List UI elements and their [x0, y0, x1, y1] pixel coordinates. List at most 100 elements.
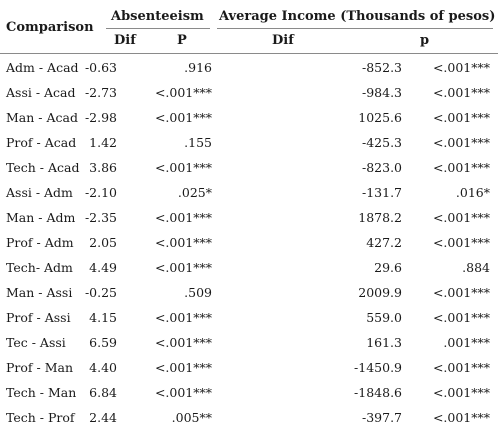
absenteeism-p-cell: .509	[184, 285, 212, 300]
absenteeism-p-cell: <.001***	[154, 335, 212, 350]
income-p-cell: <.001***	[432, 160, 490, 175]
header-absenteeism: Absenteeism	[111, 9, 204, 24]
table-row: Assi - Acad -2.73 <.001*** -984.3 <.001***	[0, 81, 498, 105]
absenteeism-dif-cell: -2.35	[84, 210, 117, 225]
absenteeism-dif-cell: 2.05	[89, 235, 117, 250]
income-dif-cell: -852.3	[361, 60, 402, 75]
income-dif-cell: -131.7	[361, 185, 402, 200]
income-dif-cell: 2009.9	[358, 285, 402, 300]
absenteeism-p-cell: <.001***	[154, 385, 212, 400]
comparison-cell: Prof - Man	[6, 360, 74, 375]
income-group-rule	[217, 28, 493, 29]
comparison-cell: Tec - Assi	[6, 335, 66, 350]
income-p-cell: .016*	[455, 185, 490, 200]
income-dif-cell: -984.3	[361, 85, 402, 100]
comparison-cell: Assi - Acad	[6, 85, 76, 100]
absenteeism-p-cell: <.001***	[154, 210, 212, 225]
income-p-cell: <.001***	[432, 285, 490, 300]
absenteeism-dif-cell: -2.98	[84, 110, 117, 125]
income-dif-cell: 559.0	[366, 310, 402, 325]
header-comparison: Comparison	[6, 20, 94, 35]
table-row: Tech - Acad 3.86 <.001*** -823.0 <.001***	[0, 156, 498, 180]
absenteeism-p-cell: .916	[184, 60, 212, 75]
income-dif-cell: -1848.6	[354, 385, 402, 400]
absenteeism-dif-cell: 3.86	[89, 160, 117, 175]
table-row: Tech - Prof 2.44 .005** -397.7 <.001***	[0, 406, 498, 430]
income-dif-cell: -397.7	[361, 410, 402, 425]
absenteeism-p-cell: <.001***	[154, 85, 212, 100]
table-row: Prof - Acad 1.42 .155 -425.3 <.001***	[0, 131, 498, 155]
income-dif-cell: -823.0	[361, 160, 402, 175]
income-p-cell: <.001***	[432, 135, 490, 150]
absenteeism-dif-cell: -2.10	[84, 185, 117, 200]
income-p-cell: <.001***	[432, 310, 490, 325]
absenteeism-dif-cell: 4.15	[89, 310, 117, 325]
comparison-cell: Adm - Acad	[6, 60, 79, 75]
comparison-cell: Tech- Adm	[6, 260, 73, 275]
absenteeism-group-rule	[106, 28, 210, 29]
table-row: Prof - Adm 2.05 <.001*** 427.2 <.001***	[0, 231, 498, 255]
comparison-cell: Tech - Acad	[6, 160, 80, 175]
absenteeism-dif-cell: -0.25	[84, 285, 117, 300]
income-p-cell: <.001***	[432, 210, 490, 225]
comparison-cell: Prof - Acad	[6, 135, 77, 150]
header-absenteeism-p: P	[177, 33, 187, 48]
income-dif-cell: 1878.2	[358, 210, 402, 225]
table-row: Assi - Adm -2.10 .025* -131.7 .016*	[0, 181, 498, 205]
table-row: Prof - Man 4.40 <.001*** -1450.9 <.001***	[0, 356, 498, 380]
absenteeism-p-cell: .005**	[171, 410, 212, 425]
income-dif-cell: 29.6	[374, 260, 402, 275]
absenteeism-dif-cell: -2.73	[84, 85, 117, 100]
income-dif-cell: 427.2	[366, 235, 402, 250]
income-p-cell: <.001***	[432, 110, 490, 125]
header-income-dif: Dif	[272, 33, 294, 48]
income-p-cell: <.001***	[432, 85, 490, 100]
header-income-p: p	[420, 33, 430, 48]
table-row: Prof - Assi 4.15 <.001*** 559.0 <.001***	[0, 306, 498, 330]
income-p-cell: .001***	[443, 335, 490, 350]
absenteeism-p-cell: .025*	[177, 185, 212, 200]
header-bottom-rule	[0, 53, 498, 54]
table-row: Tech- Adm 4.49 <.001*** 29.6 .884	[0, 256, 498, 280]
income-p-cell: <.001***	[432, 60, 490, 75]
income-p-cell: <.001***	[432, 235, 490, 250]
income-dif-cell: -425.3	[361, 135, 402, 150]
absenteeism-dif-cell: 4.49	[89, 260, 117, 275]
absenteeism-p-cell: .155	[184, 135, 212, 150]
income-p-cell: <.001***	[432, 410, 490, 425]
income-p-cell: <.001***	[432, 360, 490, 375]
comparison-cell: Tech - Prof	[6, 410, 75, 425]
absenteeism-p-cell: <.001***	[154, 310, 212, 325]
header-average-income: Average Income (Thousands of pesos)	[219, 9, 496, 24]
income-dif-cell: 1025.6	[358, 110, 402, 125]
income-dif-cell: -1450.9	[354, 360, 402, 375]
absenteeism-dif-cell: 2.44	[89, 410, 117, 425]
absenteeism-dif-cell: 6.84	[89, 385, 117, 400]
absenteeism-p-cell: <.001***	[154, 260, 212, 275]
comparison-cell: Prof - Adm	[6, 235, 74, 250]
absenteeism-p-cell: <.001***	[154, 160, 212, 175]
comparison-cell: Man - Adm	[6, 210, 76, 225]
income-dif-cell: 161.3	[366, 335, 402, 350]
table-row: Man - Acad -2.98 <.001*** 1025.6 <.001***	[0, 106, 498, 130]
header-absenteeism-dif: Dif	[114, 33, 136, 48]
absenteeism-dif-cell: -0.63	[84, 60, 117, 75]
absenteeism-dif-cell: 6.59	[89, 335, 117, 350]
absenteeism-p-cell: <.001***	[154, 235, 212, 250]
table-row: Man - Assi -0.25 .509 2009.9 <.001***	[0, 281, 498, 305]
table-row: Tech - Man 6.84 <.001*** -1848.6 <.001***	[0, 381, 498, 405]
table-row: Man - Adm -2.35 <.001*** 1878.2 <.001***	[0, 206, 498, 230]
absenteeism-dif-cell: 1.42	[89, 135, 117, 150]
table-row: Tec - Assi 6.59 <.001*** 161.3 .001***	[0, 331, 498, 355]
income-p-cell: .884	[462, 260, 490, 275]
absenteeism-dif-cell: 4.40	[89, 360, 117, 375]
income-p-cell: <.001***	[432, 385, 490, 400]
comparison-cell: Man - Assi	[6, 285, 73, 300]
comparison-cell: Tech - Man	[6, 385, 77, 400]
comparison-cell: Assi - Adm	[6, 185, 73, 200]
absenteeism-p-cell: <.001***	[154, 360, 212, 375]
table-row: Adm - Acad -0.63 .916 -852.3 <.001***	[0, 56, 498, 80]
comparison-cell: Prof - Assi	[6, 310, 71, 325]
absenteeism-p-cell: <.001***	[154, 110, 212, 125]
